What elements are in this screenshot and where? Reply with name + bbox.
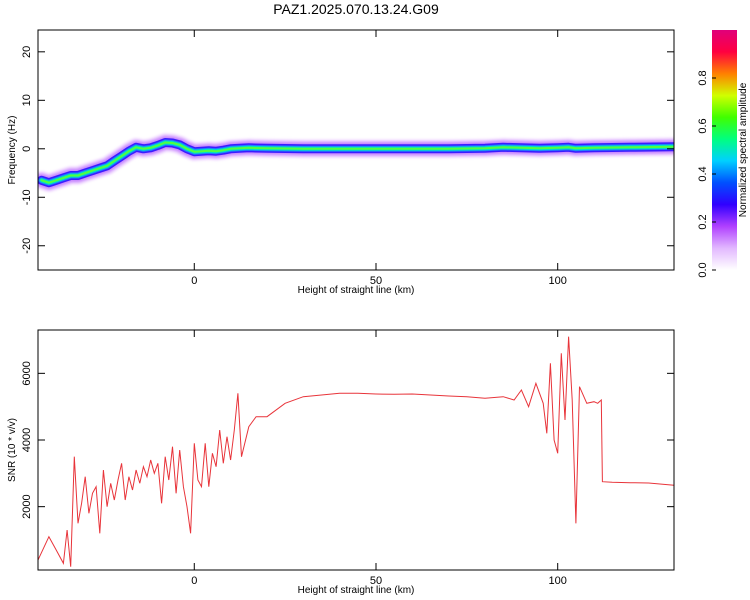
snr-x-tick-label: 0 [191,575,197,587]
snr-series-line [38,336,674,567]
spectrogram-x-tick-label: 100 [549,275,567,287]
spectrogram-x-axis: 0 50 100 [191,30,567,287]
spectrogram-y-tick-label: -20 [21,238,33,254]
snr-x-tick-label: 50 [370,575,382,587]
colorbar-tick-label: 0.8 [697,70,709,85]
snr-y-tick-label: 6000 [21,361,33,385]
colorbar-tick-label: 0.2 [697,214,709,229]
spectrogram-y-tick-label: 10 [21,94,33,106]
colorbar-tick-label: 0.0 [697,262,709,277]
spectrogram-x-tick-label: 50 [370,275,382,287]
snr-panel: 0 50 100 2000 4000 6000 Height of straight l… [7,329,675,596]
spectrogram-x-label: Height of straight line (km) [298,285,415,296]
colorbar-tick-label: 0.6 [697,118,709,133]
snr-y-axis: 2000 4000 6000 [21,361,674,519]
colorbar-gradient [712,30,737,270]
colorbar: 0.0 0.2 0.4 0.6 0.8 Normalized spectral ampl… [697,30,749,278]
snr-frame [37,329,675,571]
snr-y-tick-label: 4000 [21,428,33,452]
snr-x-axis: 0 50 100 [191,330,567,587]
spectrogram-panel: 0 50 100 -20 -10 0 10 20 Height of straight li… [7,29,675,296]
spectrogram-y-tick-label: 20 [21,46,33,58]
spectrogram-y-tick-label: 0 [21,146,33,152]
colorbar-tick-label: 0.4 [697,166,709,181]
snr-background [38,330,674,570]
spectrogram-frame [37,29,675,271]
snr-x-tick-label: 100 [549,575,567,587]
snr-x-label: Height of straight line (km) [298,585,415,596]
spectrogram-x-tick-label: 0 [191,275,197,287]
spectrogram-y-label: Frequency (Hz) [7,116,18,185]
snr-y-tick-label: 2000 [21,494,33,518]
colorbar-ticks: 0.0 0.2 0.4 0.6 0.8 [697,70,716,278]
spectrogram-y-axis: -20 -10 0 10 20 [21,46,674,254]
spectrogram-image [38,133,674,192]
spectrogram-y-tick-label: -10 [21,189,33,205]
spectrogram-peak-band [40,141,674,184]
snr-y-label: SNR (10 * v/v) [7,418,18,482]
figure-title: PAZ1.2025.070.13.24.G09 [273,1,439,17]
colorbar-label: Normalized spectral amplitude [738,82,749,217]
